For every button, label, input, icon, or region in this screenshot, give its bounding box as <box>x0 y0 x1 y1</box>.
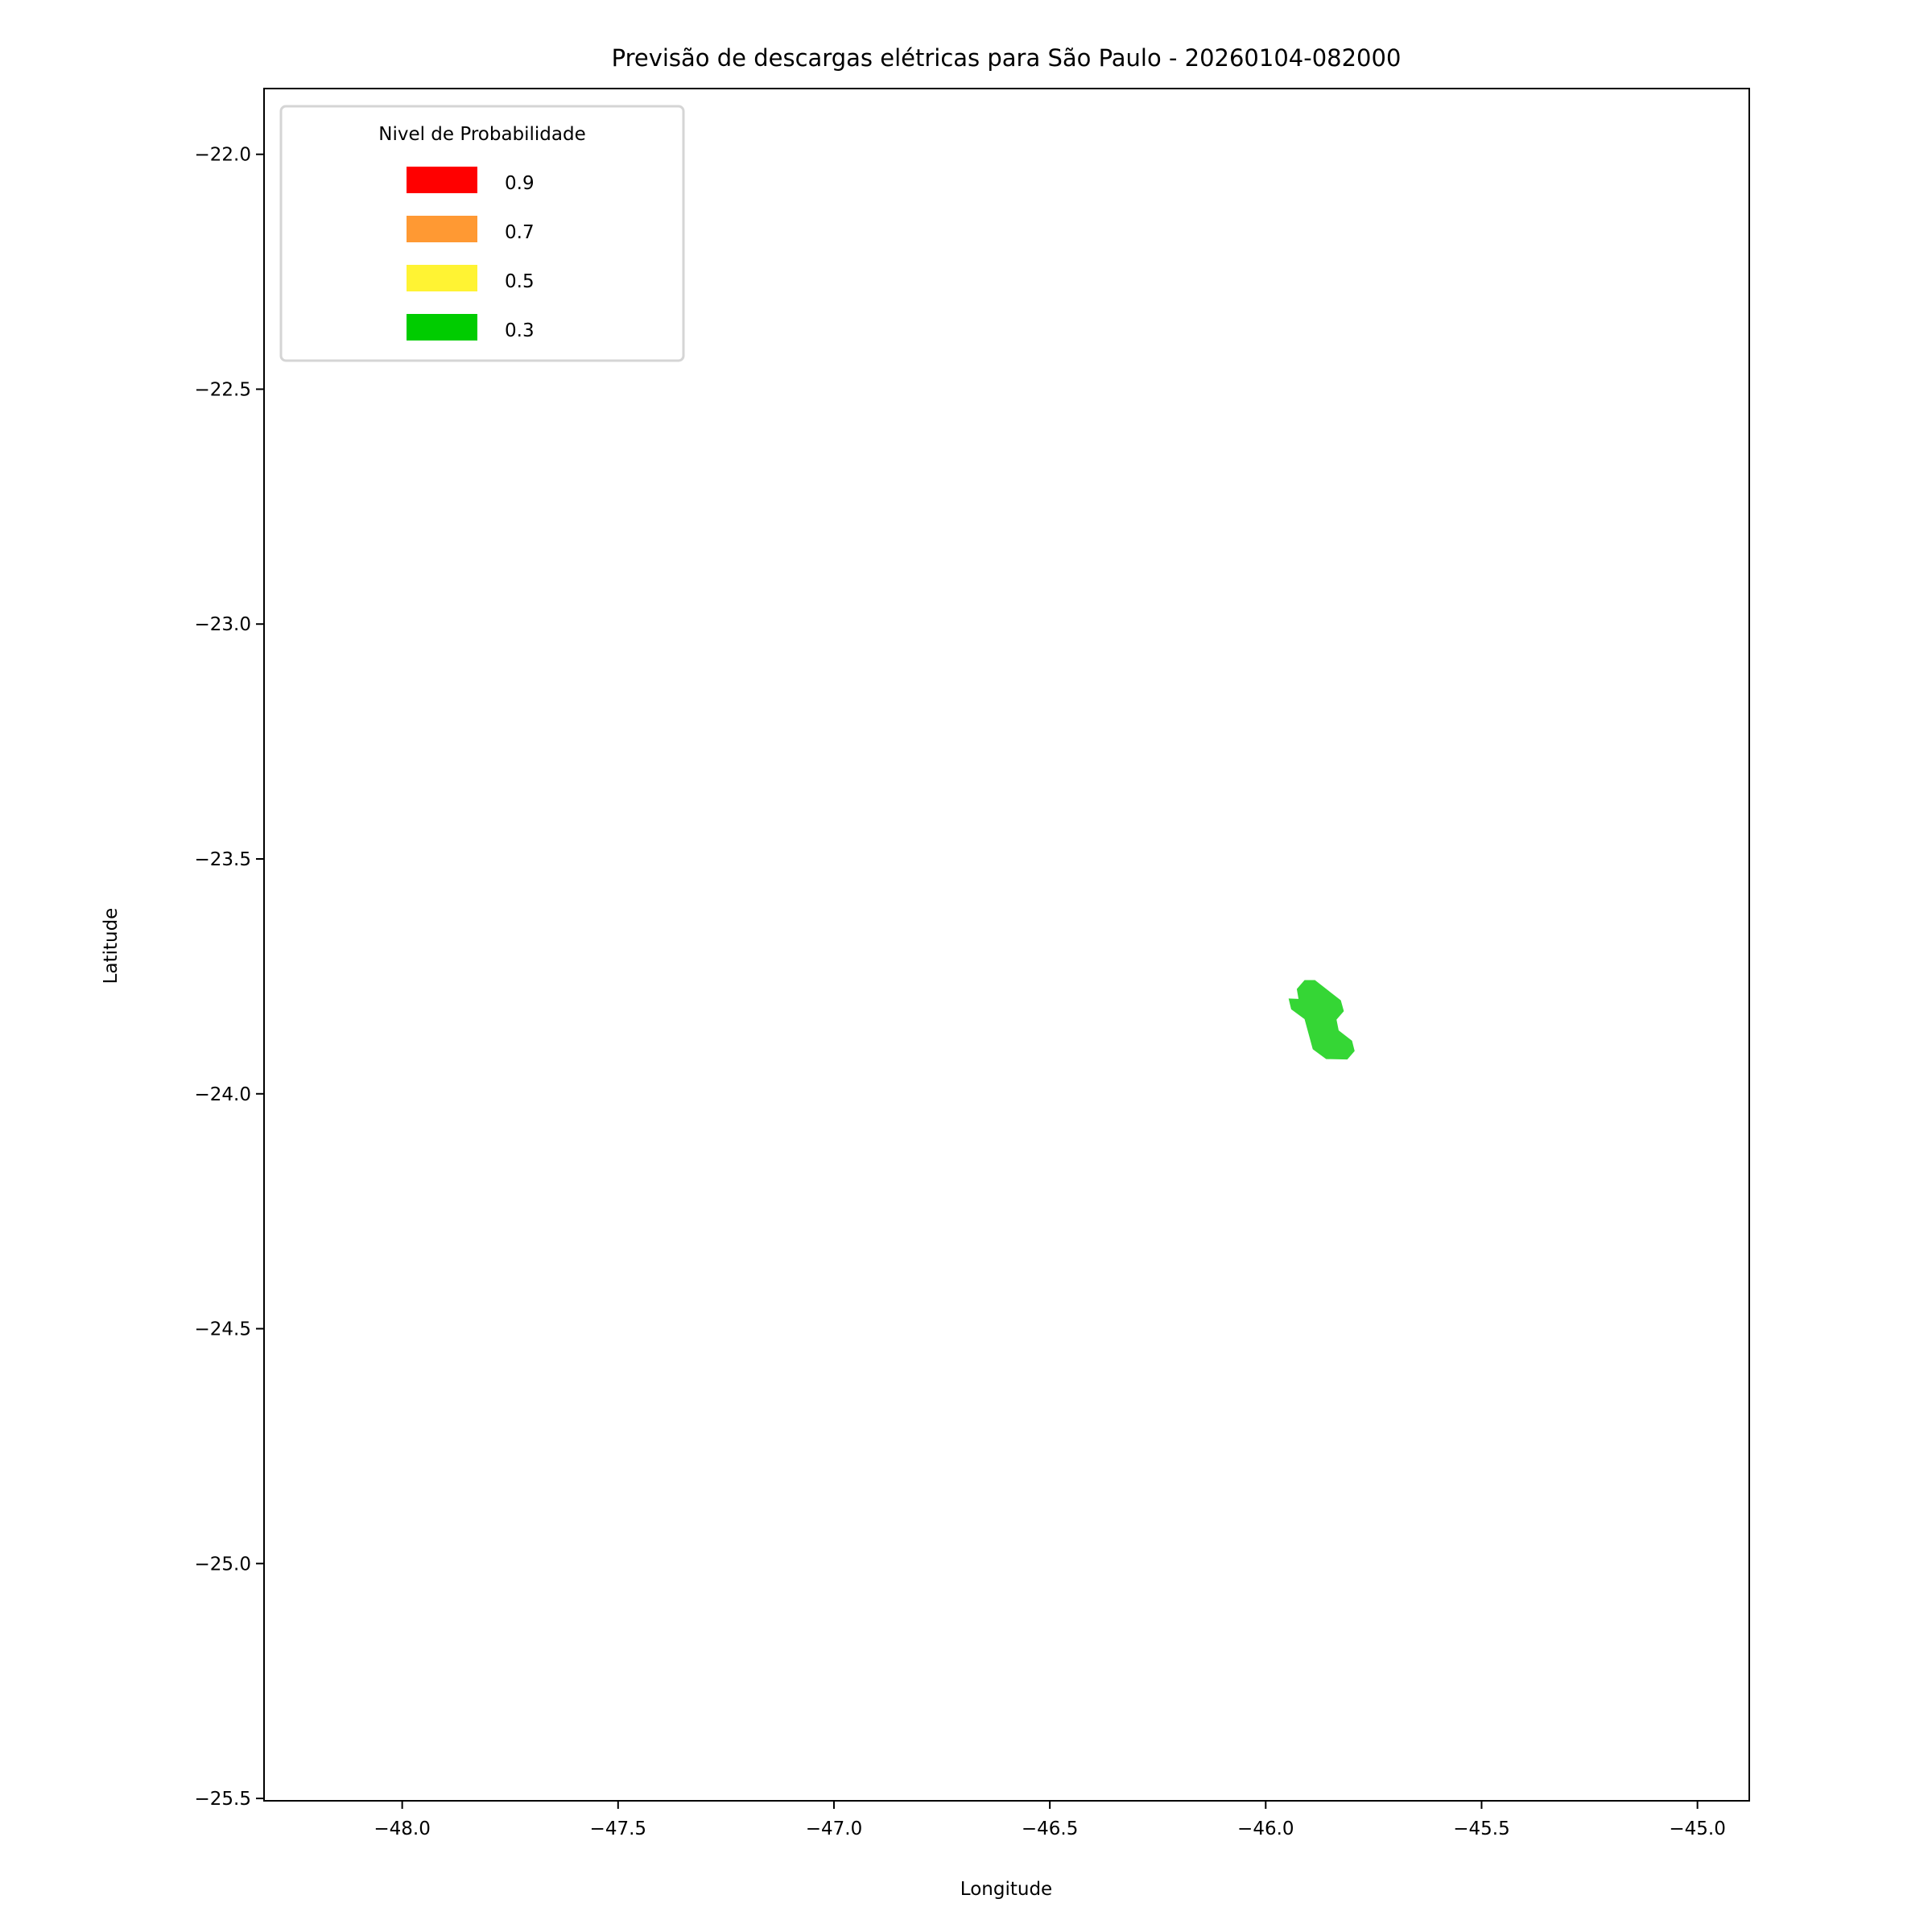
y-tick-label: −24.0 <box>195 1084 251 1105</box>
legend-frame <box>279 105 685 362</box>
polygon-layer <box>1288 980 1355 1060</box>
legend-label: 0.3 <box>505 320 535 341</box>
legend-label: 0.9 <box>505 173 535 194</box>
chart-title: Previsão de descargas elétricas para São… <box>612 44 1402 72</box>
legend-label: 0.7 <box>505 222 535 243</box>
x-tick-label: −46.5 <box>1022 1818 1078 1839</box>
legend-title: Nivel de Probabilidade <box>378 124 586 145</box>
x-tick-label: −47.0 <box>806 1818 862 1839</box>
y-tick-label: −23.5 <box>195 849 251 870</box>
x-tick-label: −45.5 <box>1453 1818 1509 1839</box>
x-axis: −48.0 −47.5 −47.0 −46.5 −46.0 −45.5 −45.0 <box>374 1801 1726 1839</box>
legend-swatch <box>407 216 477 242</box>
y-axis: −22.0 −22.5 −23.0 −23.5 −24.0 −24.5 −25.0 −25.5 <box>195 145 264 1810</box>
y-axis-label: Latitude <box>101 908 122 985</box>
legend: Nivel de Probabilidade 0.9 0.7 0.5 0.3 <box>279 105 685 362</box>
plot-area <box>264 89 1749 1801</box>
x-axis-label: Longitude <box>960 1879 1052 1900</box>
x-tick-label: −46.0 <box>1237 1818 1294 1839</box>
probability-polygon <box>1288 980 1355 1060</box>
y-tick-label: −22.5 <box>195 379 251 400</box>
axes-frame <box>263 88 1750 1802</box>
y-tick-label: −23.0 <box>195 614 251 635</box>
y-tick-label: −25.5 <box>195 1789 251 1810</box>
legend-swatch <box>407 265 477 291</box>
y-tick-label: −22.0 <box>195 145 251 166</box>
x-tick-label: −47.5 <box>590 1818 646 1839</box>
legend-swatch <box>407 314 477 341</box>
y-tick-label: −24.5 <box>195 1319 251 1340</box>
legend-label: 0.5 <box>505 271 535 292</box>
y-tick-label: −25.0 <box>195 1554 251 1575</box>
legend-swatch <box>407 167 477 193</box>
x-tick-label: −48.0 <box>374 1818 430 1839</box>
x-tick-label: −45.0 <box>1669 1818 1725 1839</box>
